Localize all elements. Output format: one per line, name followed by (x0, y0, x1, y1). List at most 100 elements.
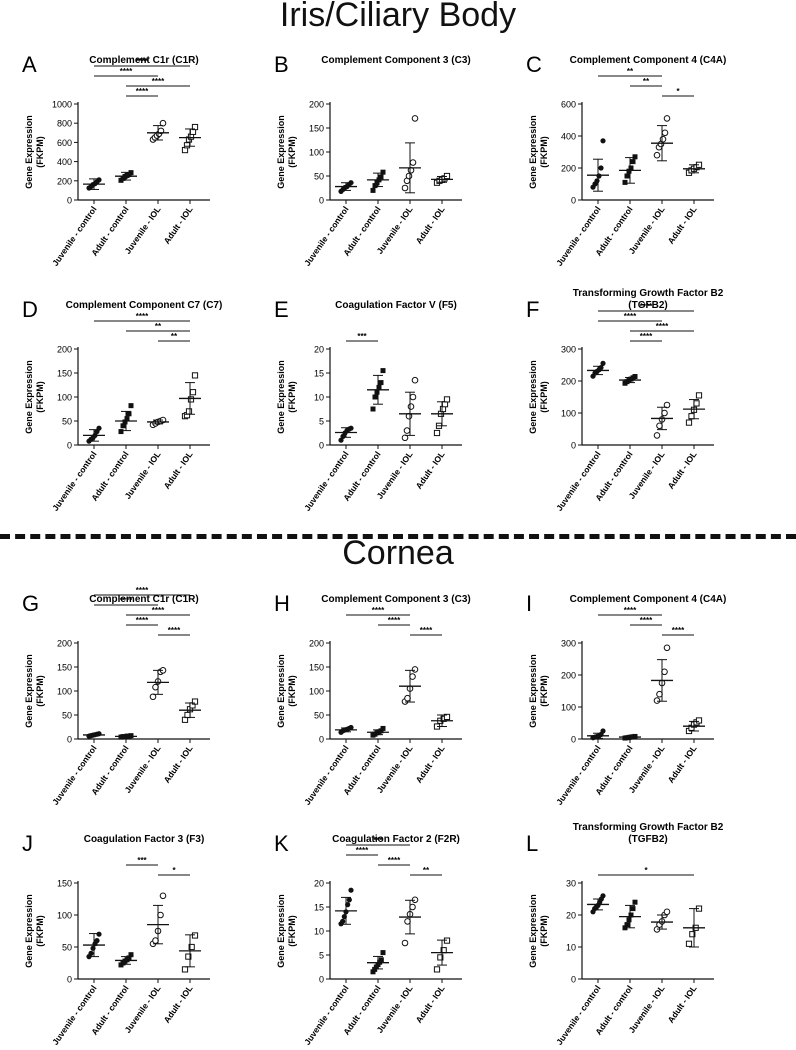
y-tick-label: 20 (566, 911, 576, 921)
data-point (152, 937, 159, 944)
y-tick-label: 0 (67, 975, 72, 985)
data-point (191, 698, 199, 705)
y-axis-label: Gene Expression (24, 360, 34, 434)
data-point (656, 690, 663, 698)
data-point (661, 668, 668, 676)
panel-letter: C (526, 52, 542, 77)
data-point (653, 151, 661, 159)
significance-label: **** (152, 606, 165, 615)
data-point (96, 177, 102, 183)
panel-title: Coagulation Factor 3 (F3) (84, 834, 205, 845)
y-tick-label: 300 (561, 639, 576, 649)
y-tick-label: 300 (561, 345, 576, 355)
panel-a: A Complement C1r (C1R) Gene Expression (FKP… (22, 52, 210, 268)
panel-e: E Coagulation Factor V (F5) Gene Expressio… (274, 297, 462, 513)
panel-l: L Transforming Growth Factor B2(TGFB2) Gen… (526, 822, 724, 1047)
panel-letter: E (274, 297, 289, 322)
panel-letter: K (274, 831, 289, 856)
y-axis-label-unit: (FKPM) (539, 915, 549, 947)
significance-label: *** (137, 856, 147, 865)
y-tick-label: 0 (319, 975, 324, 985)
data-point (443, 396, 451, 403)
data-point (695, 392, 703, 399)
y-axis-label: Gene Expression (528, 360, 538, 434)
y-tick-label: 600 (57, 138, 72, 148)
significance-label: **** (136, 87, 149, 96)
panel-title: Complement C1r (C1R) (89, 55, 198, 66)
y-axis-label-unit: (FKPM) (35, 675, 45, 707)
data-point (88, 950, 94, 957)
significance-label: **** (388, 616, 401, 625)
significance-label: **** (640, 302, 653, 311)
data-point (656, 422, 663, 430)
panel-title: Complement Component C7 (C7) (66, 300, 223, 311)
data-point (118, 429, 124, 435)
y-axis-label-unit: (FKPM) (539, 381, 549, 413)
data-point (630, 906, 636, 912)
significance-label: **** (624, 312, 637, 321)
y-axis-label: Gene Expression (24, 654, 34, 728)
data-point (191, 123, 199, 131)
significance-label: **** (356, 846, 369, 855)
data-point (600, 728, 606, 734)
data-point (191, 372, 199, 379)
panel-title-line2: (TGFB2) (628, 300, 667, 311)
panel-letter: B (274, 52, 289, 77)
data-point (380, 725, 386, 731)
data-point (433, 429, 441, 437)
y-tick-label: 200 (57, 176, 72, 186)
panel-title: Complement C1r (C1R) (89, 594, 198, 605)
x-tick-label: Adult - IOL (162, 449, 195, 490)
panel-title: Transforming Growth Factor B2 (573, 288, 724, 299)
data-point (433, 966, 441, 973)
data-point (120, 423, 126, 429)
data-point (96, 931, 102, 937)
data-point (663, 401, 671, 409)
data-point (124, 416, 130, 422)
y-tick-label: 0 (571, 196, 576, 206)
data-point (126, 411, 132, 417)
data-point (94, 938, 100, 944)
data-point (600, 138, 606, 144)
significance-label: ** (155, 322, 162, 331)
y-tick-label: 100 (561, 409, 576, 419)
y-tick-label: 200 (57, 345, 72, 355)
x-tick-label: Juvenile - control (302, 983, 351, 1046)
y-axis-label-unit: (FKPM) (287, 675, 297, 707)
section-title-cornea: Cornea (342, 534, 454, 572)
significance-label: **** (656, 322, 669, 331)
data-point (184, 711, 191, 719)
significance-label: *** (357, 332, 367, 341)
data-point (380, 368, 386, 374)
x-tick-label: Juvenile - control (554, 204, 603, 267)
y-tick-label: 10 (314, 927, 324, 937)
y-tick-label: 50 (314, 172, 324, 182)
y-tick-label: 100 (57, 911, 72, 921)
data-point (628, 912, 634, 918)
y-tick-label: 100 (57, 393, 72, 403)
x-tick-label: Adult - IOL (666, 743, 699, 784)
y-tick-label: 100 (309, 687, 324, 697)
significance-label: **** (168, 626, 181, 635)
significance-label: **** (136, 57, 149, 66)
significance-label: * (172, 866, 176, 875)
data-point (409, 393, 417, 401)
y-tick-label: 20 (314, 879, 324, 889)
panel-h: H Complement Component 3 (C3) Gene Express… (274, 591, 471, 807)
data-point (663, 115, 671, 122)
y-tick-label: 100 (561, 703, 576, 713)
x-tick-label: Adult - IOL (162, 983, 195, 1024)
data-point (159, 892, 167, 900)
data-point (632, 899, 638, 905)
panel-b: B Complement Component 3 (C3) Gene Express… (274, 52, 471, 268)
significance-label: **** (640, 616, 653, 625)
data-point (403, 427, 411, 434)
data-point (663, 908, 671, 916)
data-point (189, 389, 197, 396)
y-tick-label: 50 (314, 711, 324, 721)
panel-letter: A (22, 52, 37, 77)
panel-g: G Complement C1r (C1R) Gene Expression (FKP… (22, 586, 210, 807)
x-tick-label: Juvenile - control (554, 449, 603, 512)
data-point (661, 129, 669, 137)
